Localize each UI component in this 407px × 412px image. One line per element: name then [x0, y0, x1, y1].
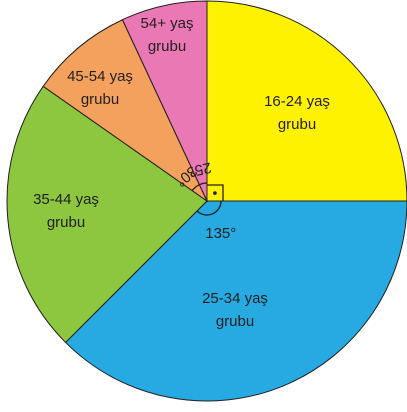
angle-label: 25° — [187, 159, 213, 181]
pie-slice — [6, 85, 208, 344]
slice-label: 25-34 yaş grubu — [202, 290, 268, 330]
pie-slice — [206, 0, 407, 202]
angle-arc — [196, 200, 222, 216]
slice-label: 35-44 yaş grubu — [33, 191, 99, 231]
pie-slice — [121, 0, 208, 202]
slice-label: 54+ yaş grubu — [140, 15, 194, 55]
slice-label: 16-24 yaş grubu — [264, 93, 330, 133]
right-angle-mark — [207, 184, 224, 201]
pie-slice — [42, 19, 209, 203]
angle-arc — [199, 182, 208, 186]
pie-slice — [64, 200, 407, 402]
right-angle-dot — [213, 191, 217, 195]
slice-label: 45-54 yaş grubu — [67, 68, 133, 108]
angle-arc — [191, 184, 200, 192]
angle-label: 135° — [205, 225, 236, 242]
